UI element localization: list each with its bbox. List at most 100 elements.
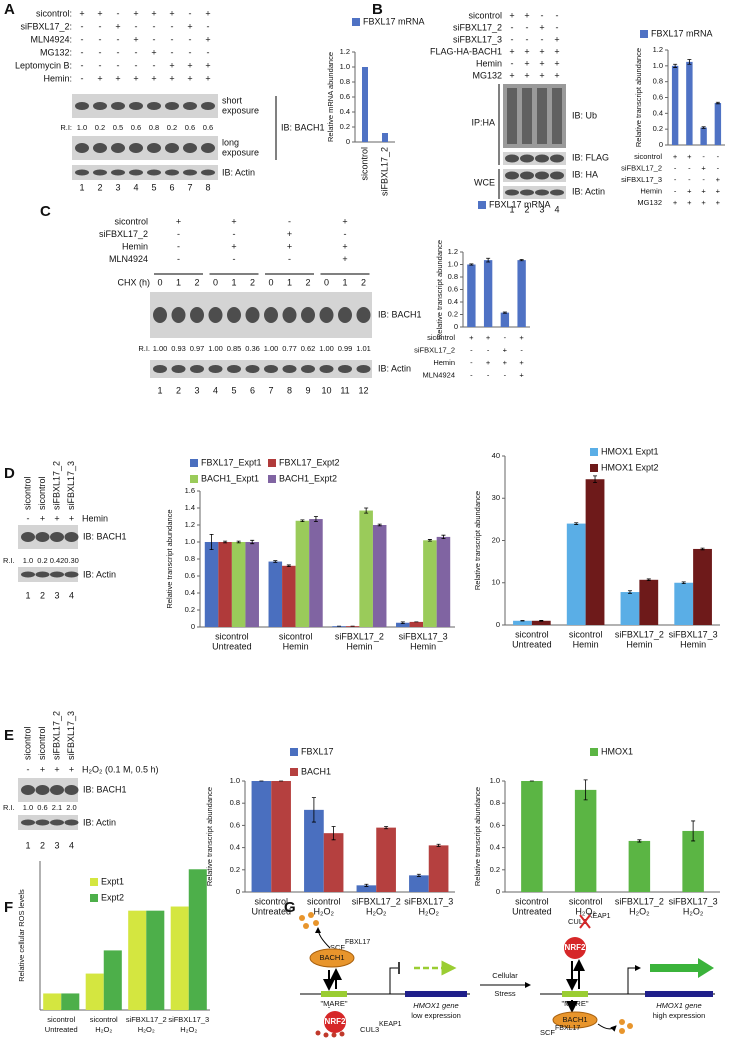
blot-band bbox=[227, 307, 241, 323]
x-tick-label: H₂O₂ bbox=[314, 906, 335, 916]
legend-label: BACH1_Expt1 bbox=[201, 473, 259, 483]
y-tick-label: 0.2 bbox=[230, 865, 240, 874]
blot-band bbox=[129, 102, 143, 110]
condition-mark: - bbox=[81, 47, 84, 57]
bar bbox=[628, 840, 651, 892]
strong-expression-arrow bbox=[650, 958, 714, 978]
condition-mark: - bbox=[171, 34, 174, 44]
bar bbox=[500, 312, 510, 327]
condition-mark: - bbox=[541, 10, 544, 20]
condition-mark: - bbox=[177, 254, 180, 264]
y-tick-label: 20 bbox=[492, 535, 500, 544]
condition-mark: + bbox=[486, 333, 491, 342]
y-axis-label: Relative transcript abundance bbox=[634, 48, 643, 147]
ri-value: 1.0 bbox=[23, 803, 33, 812]
blot-band bbox=[183, 169, 197, 176]
blot-smear bbox=[522, 88, 532, 144]
condition-label: H₂O₂ (0.1 M, 0.5 h) bbox=[82, 764, 159, 774]
blot-band bbox=[356, 307, 371, 323]
condition-mark: + bbox=[673, 152, 678, 161]
error-bar bbox=[377, 523, 382, 527]
condition-mark: - bbox=[81, 73, 84, 83]
condition-mark: + bbox=[151, 8, 156, 18]
y-axis-label: Relative mRNA abundance bbox=[326, 52, 335, 142]
error-bar bbox=[427, 539, 432, 542]
condition-mark: - bbox=[344, 229, 347, 239]
antibody-label: IB: Ub bbox=[572, 110, 597, 120]
ri-value: 1.00 bbox=[153, 344, 168, 353]
exposure-label: long bbox=[222, 137, 239, 147]
error-bar bbox=[311, 797, 316, 823]
bar bbox=[639, 579, 659, 625]
error-bar bbox=[646, 578, 651, 582]
bar bbox=[359, 510, 373, 627]
blot-band bbox=[201, 169, 215, 176]
blot-band bbox=[64, 785, 79, 795]
x-tick-label: Hemin bbox=[410, 641, 436, 651]
blot-band bbox=[153, 365, 167, 373]
condition-mark: + bbox=[115, 21, 120, 31]
condition-mark: + bbox=[716, 198, 721, 207]
bar bbox=[43, 993, 62, 1010]
legend-swatch bbox=[478, 201, 486, 209]
blot-band bbox=[153, 307, 167, 323]
chx-time: 2 bbox=[361, 277, 366, 287]
condition-mark: + bbox=[673, 198, 678, 207]
diagram-g: SCF FBXL17 BACH1 "MARE" NRF2 CUL3 KEAP1 … bbox=[299, 912, 715, 1038]
chx-time: 2 bbox=[194, 277, 199, 287]
y-tick-label: 0 bbox=[454, 322, 458, 331]
bar bbox=[620, 592, 640, 625]
scf-label: SCF bbox=[330, 943, 345, 952]
y-tick-label: 0.6 bbox=[448, 284, 458, 293]
legend-label: FBXL17 mRNA bbox=[651, 28, 713, 38]
y-axis-label: Relative transcript abundance bbox=[473, 787, 482, 886]
x-tick-label: sicontrol bbox=[307, 896, 341, 906]
condition-mark: - bbox=[233, 229, 236, 239]
ri-value: 0.2 bbox=[37, 556, 47, 565]
legend-swatch bbox=[90, 894, 98, 902]
blot-band bbox=[64, 532, 79, 542]
lane-number: 3 bbox=[54, 590, 59, 600]
blot-band bbox=[264, 365, 278, 373]
bar bbox=[566, 523, 586, 625]
blot-band bbox=[75, 169, 89, 176]
condition-mark: - bbox=[511, 22, 514, 32]
condition-label: MLN4924 bbox=[109, 254, 148, 264]
condition-mark: - bbox=[288, 216, 291, 226]
condition-mark: - bbox=[674, 186, 677, 195]
y-tick-label: 0.8 bbox=[230, 798, 240, 807]
blot-band bbox=[319, 365, 334, 373]
error-bar bbox=[486, 257, 491, 263]
bar bbox=[231, 542, 246, 627]
error-bar bbox=[691, 820, 696, 842]
error-bar bbox=[637, 839, 642, 843]
blot-band bbox=[201, 143, 215, 153]
column-label: sicontrol bbox=[37, 476, 47, 510]
y-tick-label: 0.8 bbox=[490, 798, 500, 807]
condition-mark: + bbox=[519, 333, 524, 342]
ri-value: 2.1 bbox=[52, 803, 62, 812]
error-bar bbox=[384, 826, 389, 830]
condition-mark: - bbox=[702, 152, 705, 161]
x-tick-label: sicontrol bbox=[254, 896, 288, 906]
condition-label: sicontrol bbox=[468, 10, 502, 20]
blot-band bbox=[201, 102, 215, 110]
lane-number: 1 bbox=[25, 590, 30, 600]
cul3-label: CUL3 bbox=[360, 1025, 379, 1034]
blot-band bbox=[35, 819, 50, 826]
column-label: sicontrol bbox=[22, 726, 32, 760]
blot-band bbox=[301, 307, 315, 323]
blot-band bbox=[129, 169, 143, 176]
condition-mark: - bbox=[511, 58, 514, 68]
blot bbox=[72, 165, 218, 180]
legend-swatch bbox=[590, 748, 598, 756]
error-bar bbox=[209, 533, 214, 551]
blot-band bbox=[171, 365, 186, 373]
error-bar bbox=[364, 883, 369, 887]
antibody-label: IB: BACH1 bbox=[83, 784, 127, 794]
antibody-label: IB: FLAG bbox=[572, 152, 609, 162]
wce-label: WCE bbox=[474, 177, 495, 187]
condition-mark: - bbox=[504, 333, 507, 342]
lane-number: 4 bbox=[69, 590, 74, 600]
